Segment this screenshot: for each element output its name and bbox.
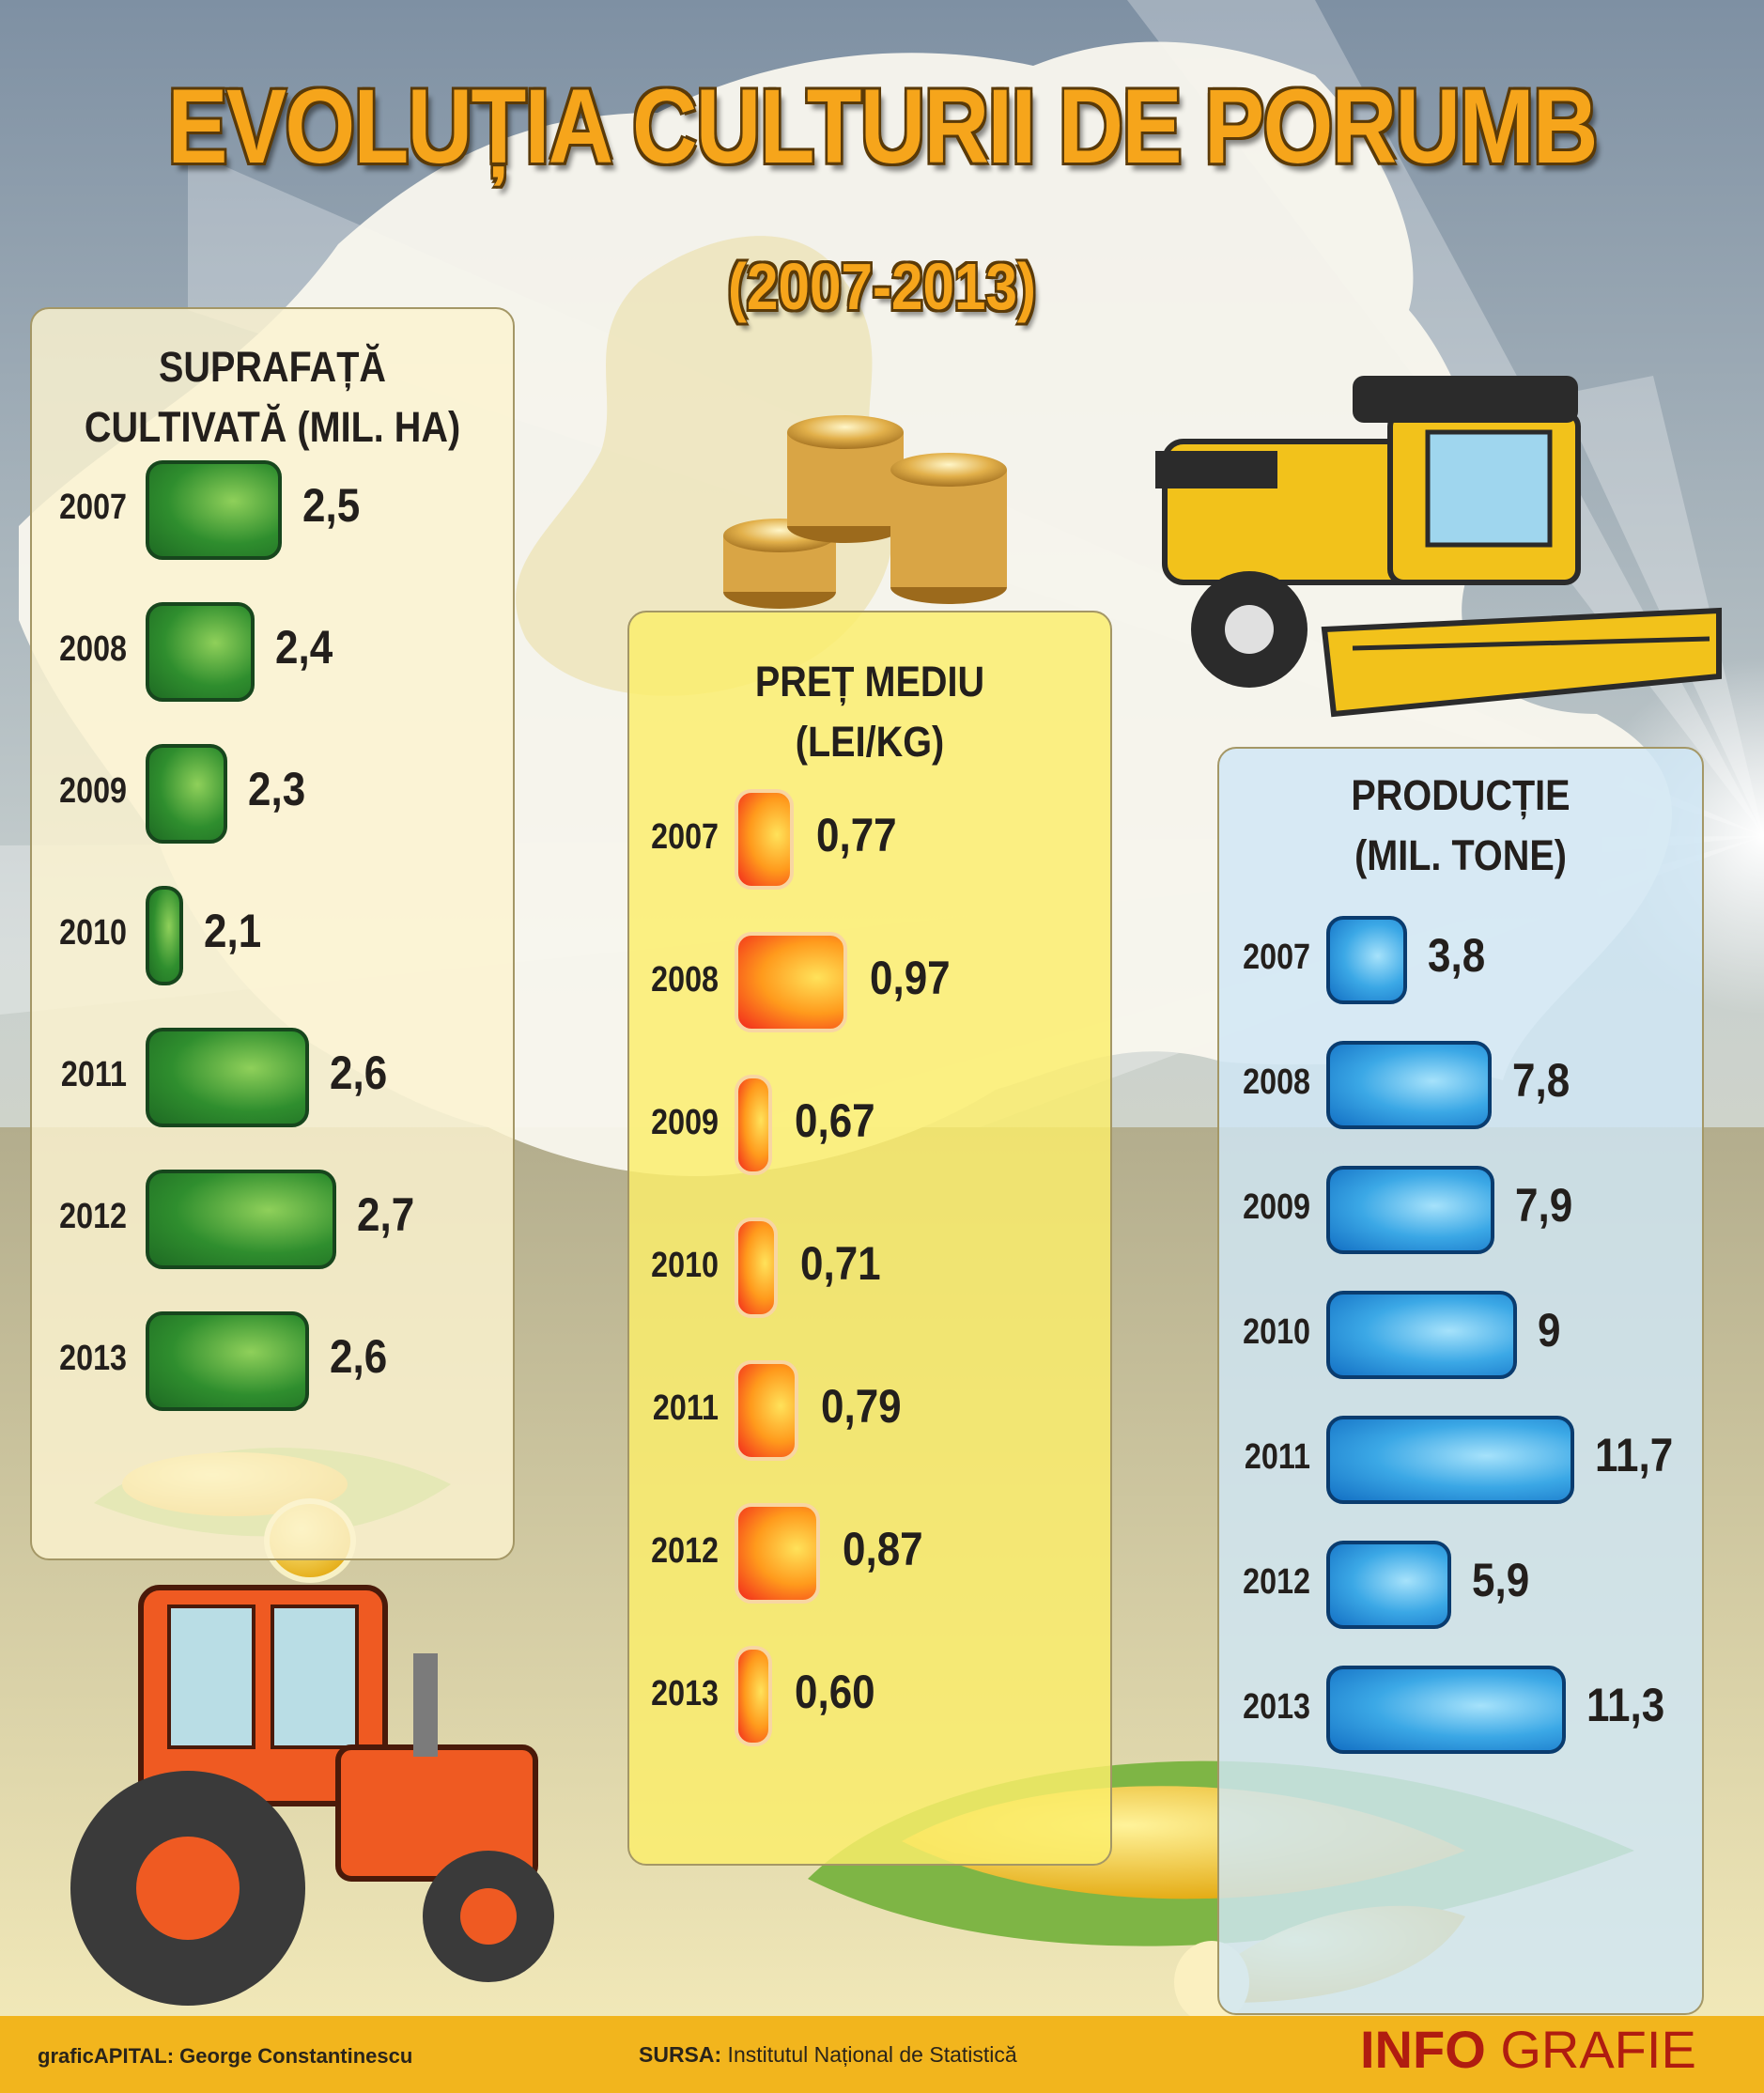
year-label: 2009	[651, 1102, 719, 1142]
bar	[1326, 1041, 1493, 1129]
brand-light: GRAFIE	[1485, 2020, 1696, 2079]
year-label: 2007	[59, 488, 127, 527]
year-label: 2013	[59, 1339, 127, 1378]
bar	[146, 1311, 309, 1411]
panel-title-line-2: CULTIVATĂ (MIL. HA)	[84, 403, 461, 451]
year-label: 2011	[60, 1055, 127, 1094]
value-label: 0,71	[799, 1236, 881, 1290]
panel-title-line-1: PREȚ MEDIU	[754, 658, 985, 705]
value-label: 11,7	[1595, 1429, 1674, 1481]
value-label: 0,79	[821, 1379, 903, 1433]
value-label: 7,9	[1514, 1179, 1572, 1232]
year-label: 2010	[651, 1245, 719, 1285]
bar	[1326, 916, 1407, 1004]
panel-title-line-2: (LEI/KG)	[795, 718, 945, 766]
bar	[146, 460, 282, 560]
year-label: 2009	[1243, 1187, 1310, 1227]
tractor-icon	[70, 1585, 554, 2006]
value-label: 2,3	[248, 763, 306, 815]
value-label: 2,7	[357, 1188, 415, 1241]
bar	[735, 789, 794, 890]
value-label: 9	[1538, 1304, 1561, 1357]
value-label: 2,1	[204, 905, 262, 957]
panel-productie: PRODUCȚIE (MIL. TONE)	[1217, 747, 1704, 2015]
year-label: 2008	[651, 959, 719, 1000]
bar	[1326, 1666, 1567, 1754]
bar	[146, 1028, 309, 1127]
value-label: 5,9	[1472, 1554, 1530, 1606]
bar	[1326, 1416, 1575, 1504]
bar	[735, 1360, 799, 1461]
bar	[735, 1075, 772, 1175]
coins-icon	[723, 415, 1007, 609]
value-label: 0,67	[795, 1093, 875, 1147]
value-label: 3,8	[1427, 929, 1486, 982]
year-label: 2011	[652, 1388, 719, 1428]
panel-title-line-1: PRODUCȚIE	[1351, 771, 1571, 819]
bar	[735, 1646, 772, 1746]
bar	[735, 1217, 778, 1318]
bar	[1326, 1291, 1518, 1379]
bar	[1326, 1166, 1494, 1254]
panel-title-line-2: (MIL. TONE)	[1354, 831, 1567, 879]
footer-credit: graficAPITAL: George Constantinescu	[38, 2044, 413, 2068]
bar	[146, 602, 255, 702]
value-label: 0,60	[795, 1665, 875, 1718]
value-label: 2,6	[330, 1330, 388, 1383]
year-label: 2008	[59, 629, 127, 669]
footer-source: SURSA: Institutul Național de Statistică	[639, 2042, 1017, 2068]
year-label: 2011	[1244, 1437, 1310, 1477]
source-label: SURSA:	[639, 2042, 722, 2067]
year-label: 2013	[651, 1673, 719, 1713]
panel-title-line-1: SUPRAFAȚĂ	[158, 343, 386, 391]
footer-band	[0, 2016, 1764, 2093]
year-label: 2009	[59, 771, 127, 811]
year-label: 2007	[1243, 938, 1310, 977]
value-label: 0,97	[869, 951, 951, 1004]
panel-title-suprafata: SUPRAFAȚĂ CULTIVATĂ (MIL. HA)	[61, 337, 485, 457]
year-label: 2012	[1243, 1562, 1310, 1602]
year-label: 2013	[1243, 1687, 1310, 1727]
value-label: 11,3	[1586, 1679, 1665, 1731]
year-label: 2012	[651, 1530, 719, 1571]
bar	[146, 744, 227, 844]
year-label: 2008	[1243, 1062, 1310, 1102]
panel-pret: PREȚ MEDIU (LEI/KG)	[627, 611, 1112, 1866]
year-label: 2007	[651, 816, 719, 857]
bar	[146, 886, 183, 985]
source-text: Institutul Național de Statistică	[721, 2042, 1017, 2067]
value-label: 0,87	[843, 1522, 923, 1575]
value-label: 0,77	[815, 808, 897, 861]
value-label: 2,5	[302, 479, 361, 532]
brand-bold: INFO	[1360, 2020, 1486, 2079]
year-label: 2012	[59, 1197, 127, 1236]
combine-harvester-icon	[1155, 376, 1722, 718]
bar	[1326, 1541, 1452, 1629]
year-label: 2010	[1243, 1312, 1310, 1352]
page-title: EVOLUȚIA CULTURII DE PORUMB	[167, 68, 1598, 185]
year-label: 2010	[59, 913, 127, 953]
page-subtitle: (2007-2013)	[727, 250, 1036, 323]
bar	[146, 1170, 336, 1269]
value-label: 7,8	[1512, 1054, 1571, 1107]
value-label: 2,4	[275, 621, 333, 674]
panel-title-pret: PREȚ MEDIU (LEI/KG)	[658, 652, 1082, 772]
value-label: 2,6	[330, 1046, 388, 1099]
panel-title-productie: PRODUCȚIE (MIL. TONE)	[1248, 766, 1673, 886]
bar	[735, 1503, 821, 1604]
brand-logo: INFO GRAFIE	[1360, 2022, 1696, 2078]
bar	[735, 932, 847, 1032]
